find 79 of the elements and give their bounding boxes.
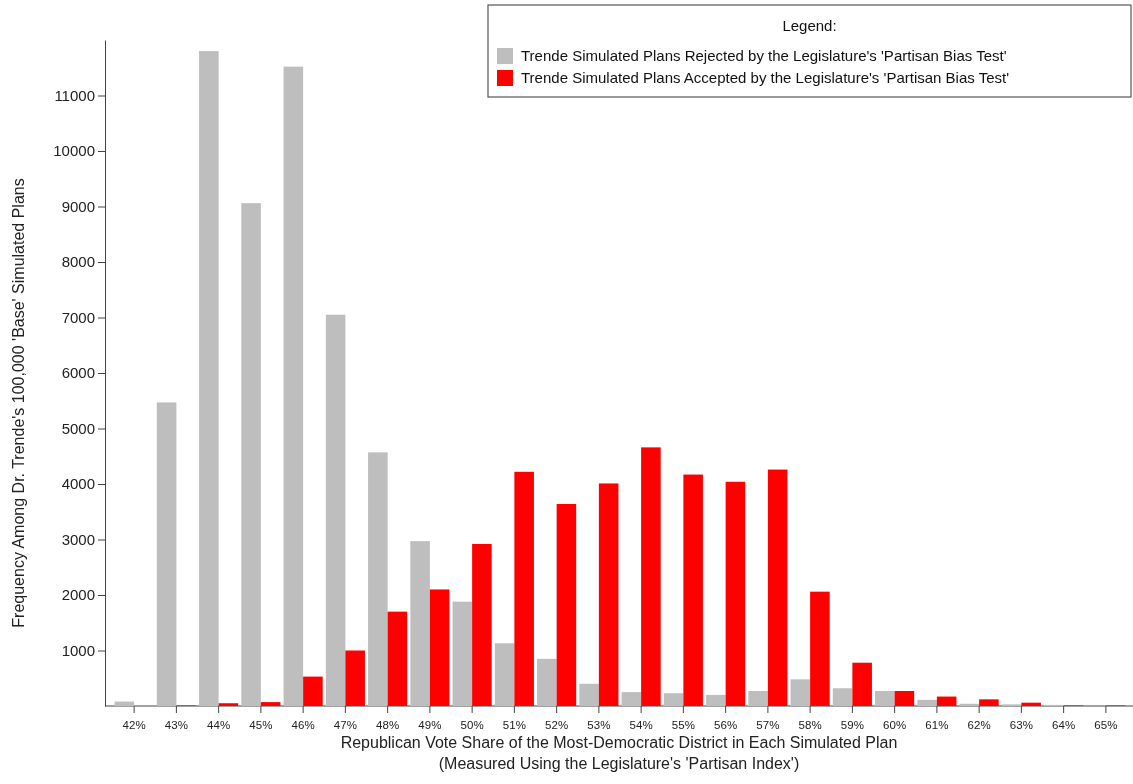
y-axis-title: Frequency Among Dr. Trende's 100,000 'Base' Simulated Plans: [10, 178, 27, 628]
legend-label: Trende Simulated Plans Accepted by the Legislature's 'Partisan Bias Test': [521, 69, 1010, 86]
bar: [875, 691, 895, 706]
bar: [156, 402, 177, 706]
x-tick-label: 49%: [418, 718, 442, 731]
x-tick-label: 54%: [629, 718, 653, 731]
bar: [725, 481, 746, 706]
bar: [241, 203, 261, 706]
x-tick-label: 62%: [967, 718, 991, 731]
bar: [706, 694, 726, 706]
legend-title: Legend:: [782, 17, 837, 34]
x-tick-label: 55%: [671, 718, 695, 731]
y-tick-label: 8000: [61, 253, 95, 271]
x-tick-label: 57%: [756, 718, 780, 731]
bar: [621, 692, 642, 706]
bar: [767, 469, 788, 706]
bar: [598, 483, 619, 706]
bar: [832, 688, 853, 706]
bar: [429, 589, 450, 706]
bar: [303, 676, 323, 706]
x-tick-label: 45%: [249, 718, 273, 731]
x-tick-label: 44%: [207, 718, 231, 731]
x-tick-label: 46%: [291, 718, 315, 731]
bar: [260, 702, 281, 706]
x-tick-label: 43%: [164, 718, 188, 731]
bar: [537, 658, 557, 706]
y-tick-label: 9000: [61, 197, 95, 215]
bar: [979, 699, 999, 706]
x-tick-label: 59%: [840, 718, 864, 731]
bar: [1021, 702, 1041, 706]
bar: [936, 696, 957, 706]
bar: [199, 51, 219, 706]
bar: [790, 679, 811, 706]
bar: [472, 543, 492, 706]
bar: [917, 699, 937, 706]
bar: [387, 611, 408, 706]
x-tick-label: 58%: [798, 718, 822, 731]
bar: [452, 601, 473, 706]
bar: [810, 591, 830, 706]
bar: [579, 683, 599, 706]
bar: [345, 650, 365, 706]
x-tick-label: 50%: [460, 718, 484, 731]
x-tick-label: 53%: [587, 718, 611, 731]
bar: [368, 452, 388, 706]
y-tick-label: 1000: [61, 641, 95, 659]
bar: [641, 447, 661, 706]
x-tick-label: 61%: [925, 718, 949, 731]
bar: [325, 314, 346, 706]
y-tick-label: 4000: [61, 475, 95, 493]
x-tick-label: 47%: [333, 718, 357, 731]
y-tick-label: 5000: [61, 419, 95, 437]
bar: [514, 471, 534, 706]
bar: [683, 474, 703, 706]
x-tick-label: 52%: [545, 718, 569, 731]
x-tick-label: 51%: [502, 718, 526, 731]
bar: [748, 691, 768, 706]
legend-label: Trende Simulated Plans Rejected by the Legislature's 'Partisan Bias Test': [521, 47, 1007, 64]
x-tick-label: 63%: [1009, 718, 1033, 731]
x-tick-label: 65%: [1094, 718, 1118, 731]
x-tick-label: 56%: [714, 718, 738, 731]
y-tick-label: 7000: [61, 308, 95, 326]
x-tick-label: 42%: [122, 718, 146, 731]
bar: [410, 541, 430, 706]
bar: [894, 691, 915, 706]
bar: [663, 693, 684, 706]
y-tick-label: 6000: [61, 364, 95, 382]
y-tick-label: 11000: [54, 86, 95, 104]
bar: [494, 643, 515, 706]
y-tick-label: 2000: [61, 586, 95, 604]
x-axis-title: Republican Vote Share of the Most-Democratic District in Each Simulated Plan (Measured Using the Legislature's 'Partisan Index'): [340, 734, 898, 772]
x-tick-label: 60%: [883, 718, 907, 731]
x-tick-label: 64%: [1052, 718, 1076, 731]
bar: [218, 703, 239, 706]
x-tick-label: 48%: [376, 718, 400, 731]
bar: [852, 662, 872, 706]
y-tick-label: 3000: [61, 530, 95, 548]
bar: [283, 66, 304, 706]
bar: [556, 503, 577, 706]
y-tick-label: 10000: [53, 142, 95, 160]
